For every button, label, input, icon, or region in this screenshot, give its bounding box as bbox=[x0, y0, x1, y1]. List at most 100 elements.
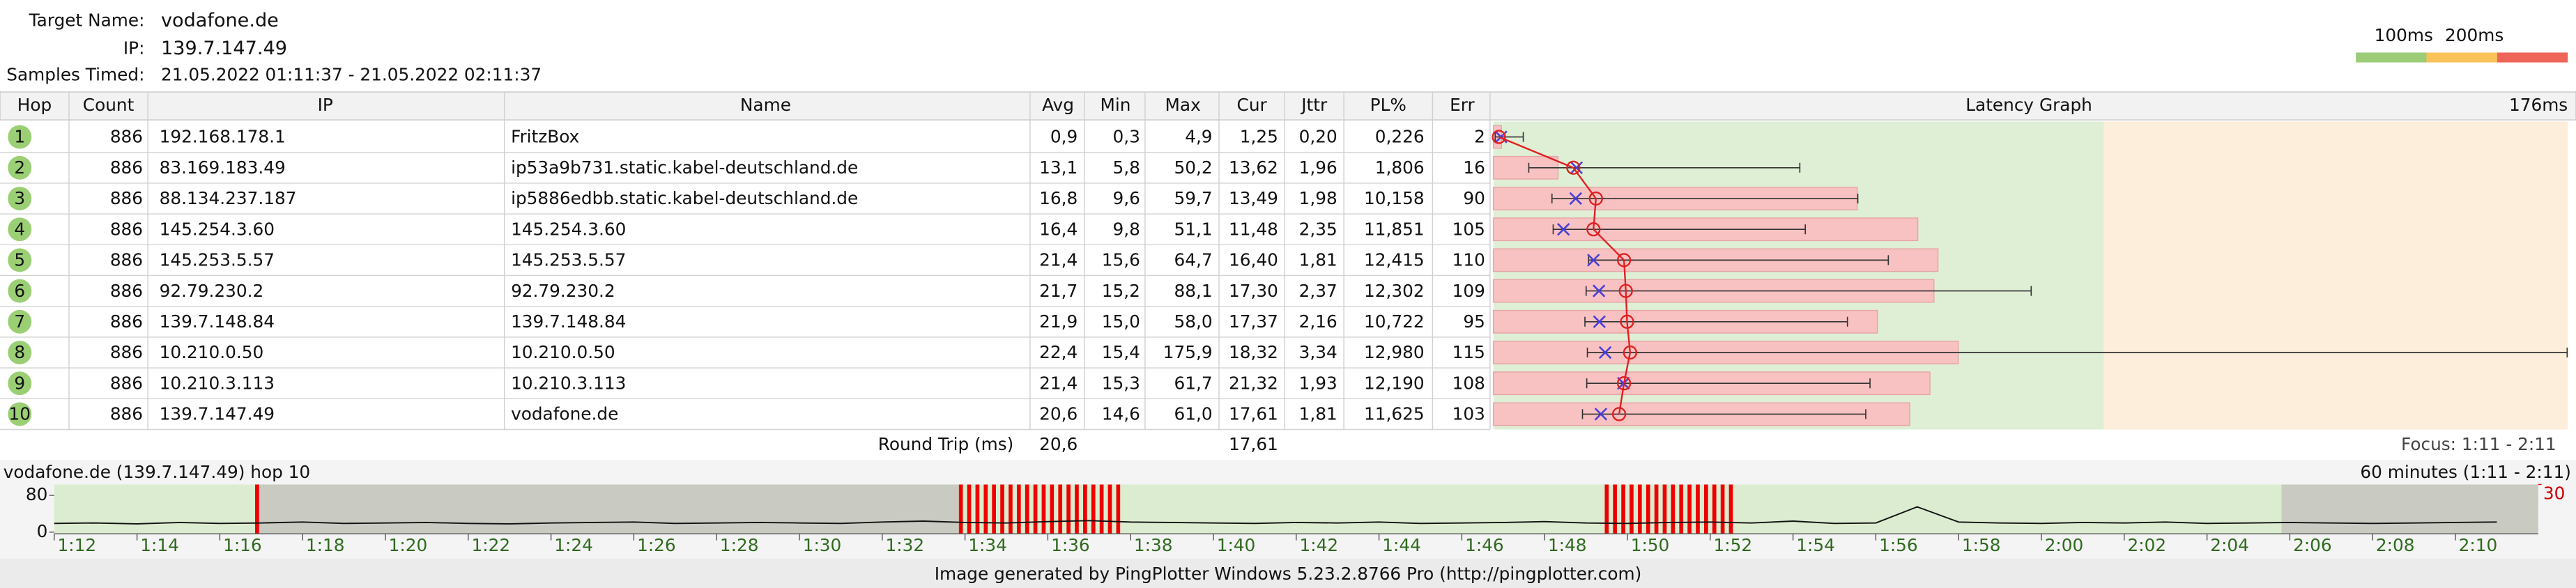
x-tick-label: 2:10 bbox=[2459, 535, 2498, 555]
cell-pl: 12,415 bbox=[1364, 250, 1425, 270]
column-header: Latency Graph bbox=[1965, 95, 2092, 115]
x-tick-label: 1:32 bbox=[886, 535, 925, 555]
x-tick-label: 1:24 bbox=[554, 535, 593, 555]
hop-number: 5 bbox=[14, 250, 25, 270]
timeline-span: 60 minutes (1:11 - 2:11) bbox=[2360, 462, 2571, 482]
loss-sample bbox=[1009, 484, 1013, 534]
x-tick-label: 1:22 bbox=[472, 535, 511, 555]
loss-sample bbox=[1662, 484, 1667, 534]
cell-avg: 0,9 bbox=[1050, 127, 1078, 147]
x-tick-label: 1:58 bbox=[1962, 535, 2001, 555]
header-bg bbox=[0, 0, 2576, 93]
x-tick-label: 1:18 bbox=[306, 535, 345, 555]
target-label: Target Name: bbox=[29, 10, 145, 31]
x-tick-label: 1:16 bbox=[223, 535, 262, 555]
column-header: IP bbox=[318, 95, 333, 115]
cell-pl: 12,190 bbox=[1364, 373, 1425, 393]
column-header: Cur bbox=[1237, 95, 1268, 115]
cell-avg: 21,4 bbox=[1039, 250, 1078, 270]
ip-label: IP: bbox=[123, 38, 145, 59]
cell-ip: 145.254.3.60 bbox=[160, 219, 275, 239]
cell-err: 115 bbox=[1452, 342, 1485, 362]
cell-count: 886 bbox=[110, 250, 143, 270]
avg-marker bbox=[1492, 130, 1506, 144]
cell-err: 90 bbox=[1463, 188, 1485, 208]
cell-count: 886 bbox=[110, 311, 143, 332]
cell-cur: 17,30 bbox=[1229, 281, 1278, 301]
loss-sample bbox=[1604, 484, 1609, 534]
x-tick-label: 1:28 bbox=[720, 535, 759, 555]
cell-cur: 13,49 bbox=[1229, 188, 1278, 208]
x-tick-label: 2:04 bbox=[2210, 535, 2249, 555]
cell-jttr: 2,35 bbox=[1299, 219, 1337, 239]
cell-max: 175,9 bbox=[1163, 342, 1213, 362]
cell-min: 15,6 bbox=[1102, 250, 1140, 270]
cell-avg: 16,4 bbox=[1039, 219, 1078, 239]
ip: 139.7.147.49 bbox=[161, 38, 287, 59]
column-header: Min bbox=[1101, 95, 1131, 115]
cell-jttr: 1,81 bbox=[1299, 250, 1337, 270]
loss-sample bbox=[1637, 484, 1642, 534]
cell-cur: 1,25 bbox=[1240, 127, 1278, 147]
cell-avg: 13,1 bbox=[1039, 157, 1078, 178]
cell-err: 95 bbox=[1463, 311, 1485, 332]
hop-badge bbox=[8, 309, 32, 334]
cell-jttr: 1,93 bbox=[1299, 373, 1337, 393]
hop-number: 10 bbox=[9, 404, 31, 424]
cell-count: 886 bbox=[110, 404, 143, 424]
x-tick-label: 1:14 bbox=[140, 535, 179, 555]
x-tick-label: 1:36 bbox=[1051, 535, 1090, 555]
loss-sample bbox=[983, 484, 988, 534]
cell-ip: 192.168.178.1 bbox=[160, 127, 286, 147]
loss-sample bbox=[1720, 484, 1725, 534]
legend-label: 100ms bbox=[2375, 25, 2433, 45]
cell-min: 14,6 bbox=[1102, 404, 1140, 424]
cell-cur: 21,32 bbox=[1229, 373, 1278, 393]
cell-name: ip53a9b731.static.kabel-deutschland.de bbox=[511, 157, 858, 178]
cell-ip: 83.169.183.49 bbox=[160, 157, 286, 178]
cell-err: 109 bbox=[1452, 281, 1485, 301]
cell-max: 4,9 bbox=[1185, 127, 1212, 147]
samples-label: Samples Timed: bbox=[6, 64, 144, 84]
cell-name: 92.79.230.2 bbox=[511, 281, 615, 301]
loss-sample bbox=[1671, 484, 1676, 534]
cell-name: vodafone.de bbox=[511, 404, 618, 424]
loss-sample bbox=[1712, 484, 1717, 534]
cell-min: 15,2 bbox=[1102, 281, 1140, 301]
cell-ip: 88.134.237.187 bbox=[160, 188, 297, 208]
target: vodafone.de bbox=[161, 10, 279, 31]
cell-jttr: 1,96 bbox=[1299, 157, 1337, 178]
cell-min: 9,8 bbox=[1112, 219, 1140, 239]
cell-min: 9,6 bbox=[1112, 188, 1140, 208]
loss-sample bbox=[975, 484, 980, 534]
x-tick-label: 1:38 bbox=[1134, 535, 1173, 555]
x-tick-label: 1:56 bbox=[1879, 535, 1918, 555]
cell-cur: 17,61 bbox=[1229, 404, 1278, 424]
cell-avg: 21,7 bbox=[1039, 281, 1078, 301]
x-tick-label: 1:42 bbox=[1300, 535, 1339, 555]
x-tick-label: 2:02 bbox=[2128, 535, 2167, 555]
cell-err: 103 bbox=[1452, 404, 1485, 424]
x-tick-label: 2:06 bbox=[2293, 535, 2332, 555]
hop-number: 4 bbox=[14, 219, 25, 239]
cell-name: 10.210.3.113 bbox=[511, 373, 626, 393]
cell-avg: 21,9 bbox=[1039, 311, 1078, 332]
latency-zone bbox=[2103, 121, 2568, 430]
cell-ip: 92.79.230.2 bbox=[160, 281, 264, 301]
loss-sample bbox=[1704, 484, 1708, 534]
loss-sample bbox=[958, 484, 963, 534]
hop-badge bbox=[8, 248, 32, 272]
cell-pl: 11,625 bbox=[1364, 404, 1425, 424]
avg-marker bbox=[1623, 345, 1637, 360]
x-tick-label: 1:50 bbox=[1631, 535, 1670, 555]
cell-count: 886 bbox=[110, 373, 143, 393]
cell-max: 59,7 bbox=[1174, 188, 1212, 208]
cell-cur: 18,32 bbox=[1229, 342, 1278, 362]
x-tick-label: 1:40 bbox=[1217, 535, 1256, 555]
focus: Focus: 1:11 - 2:11 bbox=[2401, 434, 2556, 454]
cell-err: 105 bbox=[1452, 219, 1485, 239]
loss-sample bbox=[1679, 484, 1684, 534]
cell-jttr: 2,37 bbox=[1299, 281, 1337, 301]
shaded-range bbox=[256, 484, 959, 534]
x-tick-label: 1:20 bbox=[389, 535, 428, 555]
